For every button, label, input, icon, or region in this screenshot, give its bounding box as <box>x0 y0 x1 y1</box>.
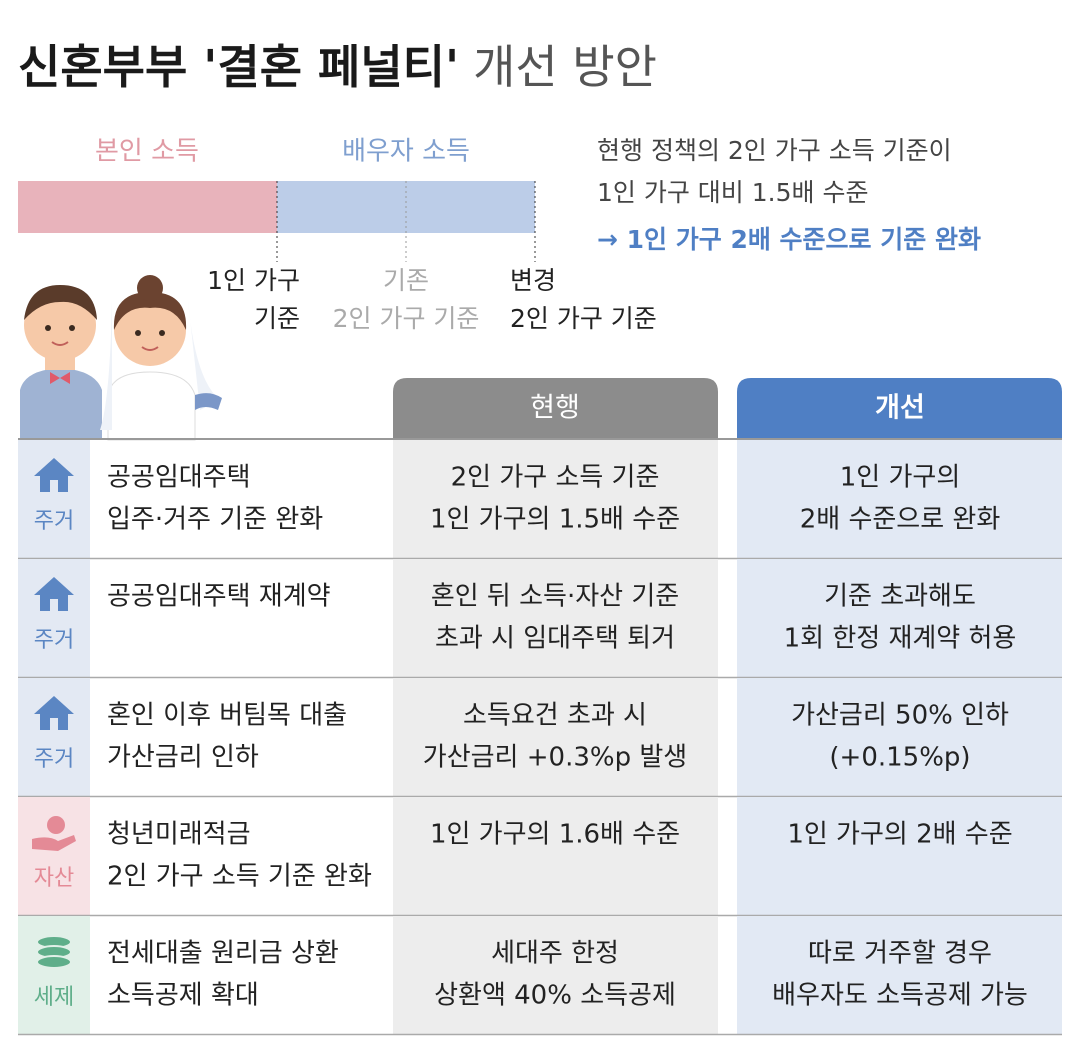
improved-text: 1인 가구의 <box>840 463 961 493</box>
marker-label: 2인 가구 기준 <box>510 304 657 333</box>
category-cell <box>18 559 90 677</box>
item-text: 공공임대주택 재계약 <box>107 582 331 612</box>
item-text: 입주·거주 기준 완화 <box>107 505 323 535</box>
hand-icon <box>32 835 76 851</box>
house-door <box>50 480 58 492</box>
column-header: 현행 <box>530 393 580 424</box>
house-door <box>50 599 58 611</box>
item-text: 청년미래적금 <box>107 820 251 850</box>
improved-text: 1회 한정 재계약 허용 <box>784 624 1017 654</box>
current-cell <box>393 559 718 677</box>
improved-text: (+0.15%p) <box>829 743 970 773</box>
category-label: 자산 <box>34 866 74 891</box>
current-text: 1인 가구의 1.5배 수준 <box>430 505 680 535</box>
title: 신혼부부 '결혼 페널티' 개선 방안 <box>18 40 657 94</box>
current-tab <box>393 378 718 438</box>
own-income-label: 본인 소득 <box>95 137 199 167</box>
improved-text: 기준 초과해도 <box>824 582 976 612</box>
improved-text: 가산금리 50% 인하 <box>791 701 1009 731</box>
improved-cell <box>737 678 1062 796</box>
note-highlight: → 1인 가구 2배 수준으로 기준 완화 <box>597 225 981 254</box>
house-icon <box>34 696 74 730</box>
category-label: 세제 <box>34 985 74 1010</box>
title-light: 개선 방안 <box>473 40 657 94</box>
improved-cell <box>737 797 1062 915</box>
item-text: 공공임대주택 <box>107 463 251 493</box>
coin-icon <box>47 816 65 834</box>
improved-text: 2배 수준으로 완화 <box>800 505 1001 535</box>
category-cell <box>18 678 90 796</box>
item-text: 전세대출 원리금 상환 <box>107 939 339 969</box>
current-text: 소득요건 초과 시 <box>463 701 647 731</box>
current-cell <box>393 440 718 558</box>
improved-cell <box>737 559 1062 677</box>
database-icon <box>36 955 72 969</box>
own-income-bar <box>18 181 277 233</box>
marker-label: 변경 <box>510 266 556 295</box>
current-text: 2인 가구 소득 기준 <box>451 463 660 493</box>
category-cell <box>18 440 90 558</box>
house-door <box>50 718 58 730</box>
category-cell <box>18 916 90 1034</box>
improved-cell <box>737 440 1062 558</box>
category-label: 주거 <box>34 509 74 534</box>
item-text: 가산금리 인하 <box>107 743 259 773</box>
marker-label: 2인 가구 기준 <box>333 304 480 333</box>
marker-label: 1인 가구 <box>207 266 300 295</box>
current-text: 가산금리 +0.3%p 발생 <box>423 743 687 773</box>
improved-tab <box>737 378 1062 438</box>
spouse-income-label: 배우자 소득 <box>342 137 470 167</box>
current-text: 1인 가구의 1.6배 수준 <box>430 820 680 850</box>
item-text: 2인 가구 소득 기준 완화 <box>107 862 372 892</box>
category-cell <box>18 797 90 915</box>
marker-label: 기존 <box>383 266 429 295</box>
house-icon <box>34 458 74 492</box>
house-icon <box>34 577 74 611</box>
improved-text: 배우자도 소득공제 가능 <box>772 981 1028 1011</box>
improved-text: 따로 거주할 경우 <box>808 939 992 969</box>
couple-illustration <box>20 275 222 441</box>
note-line: 1인 가구 대비 1.5배 수준 <box>597 178 868 207</box>
item-text: 소득공제 확대 <box>107 981 259 1011</box>
note-line: 현행 정책의 2인 가구 소득 기준이 <box>597 136 952 165</box>
current-text: 혼인 뒤 소득·자산 기준 <box>431 582 679 612</box>
current-cell <box>393 797 718 915</box>
current-text: 세대주 한정 <box>491 939 619 969</box>
column-header: 개선 <box>875 393 925 424</box>
current-text: 초과 시 임대주택 퇴거 <box>435 624 675 654</box>
improved-text: 1인 가구의 2배 수준 <box>787 820 1012 850</box>
category-label: 주거 <box>34 747 74 772</box>
current-text: 상환액 40% 소득공제 <box>434 981 676 1011</box>
item-text: 혼인 이후 버팀목 대출 <box>107 701 347 731</box>
title-bold: 신혼부부 '결혼 페널티' <box>18 40 459 94</box>
current-cell <box>393 678 718 796</box>
current-cell <box>393 916 718 1034</box>
improved-cell <box>737 916 1062 1034</box>
category-label: 주거 <box>34 628 74 653</box>
marker-label: 기준 <box>254 304 300 333</box>
